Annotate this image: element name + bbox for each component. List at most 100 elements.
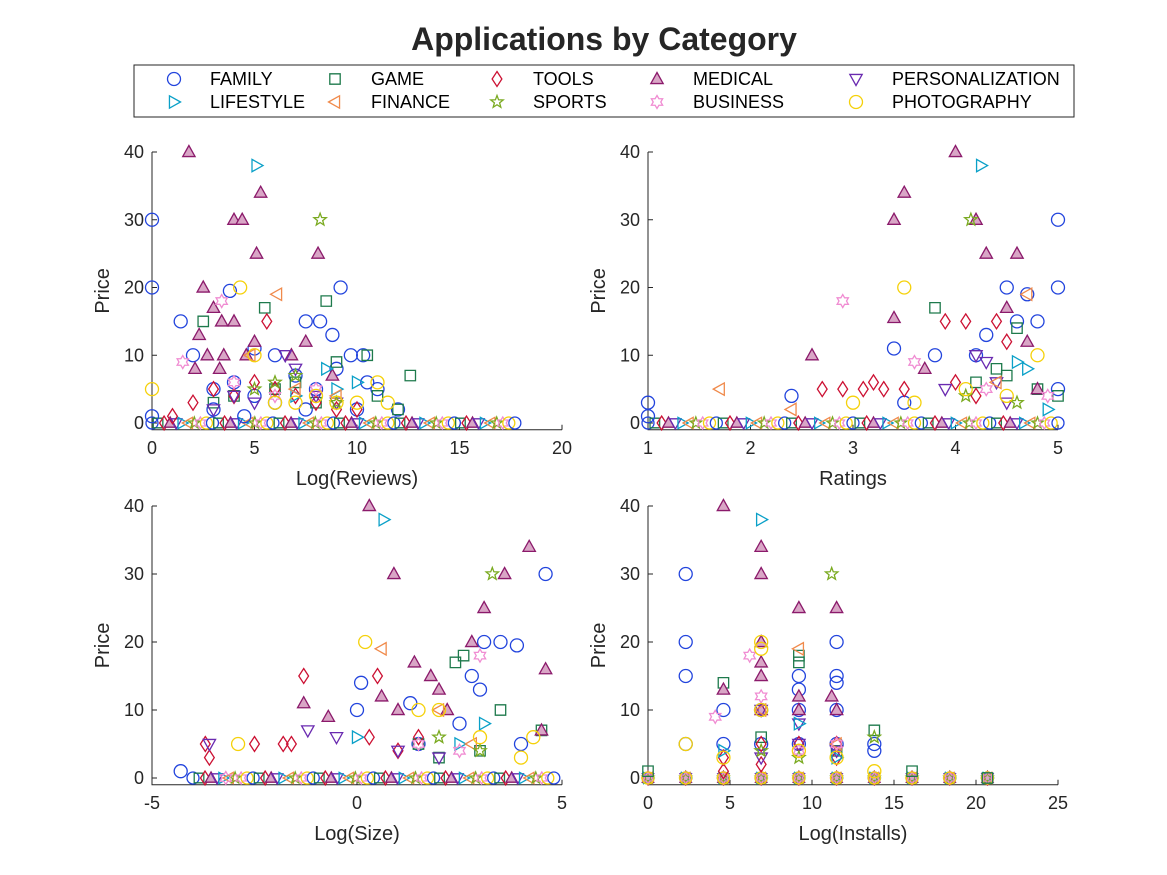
point-game [642, 765, 654, 778]
point-business [708, 709, 722, 725]
point-family [829, 675, 844, 690]
point-photography [232, 280, 248, 295]
point-lifestyle [478, 716, 492, 731]
point-family [641, 416, 655, 430]
point-sports [287, 770, 303, 785]
point-family [370, 381, 385, 397]
point-finance [483, 416, 496, 430]
legend-marker-medical [649, 71, 665, 85]
point-family [173, 764, 188, 779]
point-family [476, 634, 492, 650]
point-finance [287, 381, 301, 397]
point-personalization [210, 773, 224, 786]
point-family [333, 280, 348, 295]
point-personalization [206, 404, 221, 418]
point-medical [253, 184, 268, 198]
point-tools [320, 769, 331, 787]
point-sports [312, 211, 329, 227]
point-medical [325, 367, 340, 381]
point-finance [522, 771, 535, 785]
point-medical [791, 688, 807, 702]
point-game [990, 362, 1003, 375]
y-tick-label: 10 [620, 345, 640, 365]
point-tools [158, 414, 170, 432]
point-lifestyle [1011, 354, 1025, 370]
legend-marker-game [329, 73, 341, 85]
point-photography [716, 771, 731, 785]
y-tick-label: 0 [134, 768, 144, 788]
legend: FAMILY GAME TOOLS MEDICAL PERSONALIZATION LIF… [133, 64, 1075, 118]
point-photography [754, 641, 769, 656]
point-lifestyle [755, 512, 769, 527]
point-tools [248, 373, 261, 392]
point-family [1030, 314, 1045, 329]
point-photography [839, 416, 853, 430]
point-photography [641, 771, 655, 785]
point-game [793, 649, 805, 662]
point-finance [828, 736, 842, 752]
point-business [452, 743, 467, 759]
point-family [1051, 416, 1065, 430]
point-medical [534, 722, 549, 736]
point-game [197, 315, 210, 328]
point-photography [513, 750, 529, 765]
y-tick-label: 30 [620, 564, 640, 584]
point-personalization [411, 418, 425, 431]
x-axis-label: Log(Installs) [799, 823, 908, 845]
point-photography [845, 395, 861, 410]
point-family [1009, 314, 1025, 329]
point-finance [463, 736, 477, 752]
point-family [778, 416, 792, 430]
point-business [214, 293, 229, 309]
point-tools [755, 755, 767, 774]
point-photography [481, 771, 495, 785]
point-family [493, 634, 508, 650]
point-tools [199, 769, 211, 787]
y-tick-label: 40 [124, 142, 144, 162]
point-family [403, 696, 418, 711]
point-lifestyle [278, 771, 291, 785]
point-photography [502, 416, 516, 430]
point-game [929, 301, 941, 314]
point-medical [824, 688, 839, 702]
point-medical [1019, 333, 1035, 347]
point-sports [472, 742, 488, 758]
point-game [1000, 369, 1013, 382]
point-business [979, 381, 993, 397]
point-photography [380, 395, 395, 410]
point-photography [420, 771, 435, 785]
point-tools [310, 394, 322, 412]
x-tick-label: 10 [347, 438, 367, 458]
point-family [914, 416, 928, 430]
point-sports [753, 742, 770, 758]
point-personalization [330, 773, 345, 786]
point-sports [893, 415, 909, 430]
point-sports [484, 565, 501, 581]
point-tools [1001, 333, 1013, 351]
point-tools [440, 769, 451, 787]
point-finance [269, 286, 283, 302]
point-sports [468, 770, 484, 785]
point-lifestyle [745, 416, 758, 430]
point-family [640, 409, 656, 424]
point-tools [279, 414, 291, 432]
point-sports [823, 565, 840, 581]
point-lifestyle [882, 416, 895, 430]
point-photography [472, 730, 488, 745]
point-personalization [229, 418, 244, 431]
point-medical [716, 498, 731, 512]
point-finance [1019, 286, 1033, 302]
point-sports [528, 770, 544, 785]
point-medical [374, 688, 389, 702]
point-lifestyle [351, 729, 365, 745]
point-family [897, 395, 912, 410]
x-tick-label: 3 [848, 438, 858, 458]
point-lifestyle [177, 416, 190, 430]
point-game [392, 403, 404, 416]
point-family [709, 416, 723, 430]
point-medical [1009, 245, 1025, 259]
point-medical [917, 360, 933, 374]
point-photography [370, 375, 385, 390]
point-business [836, 293, 850, 309]
